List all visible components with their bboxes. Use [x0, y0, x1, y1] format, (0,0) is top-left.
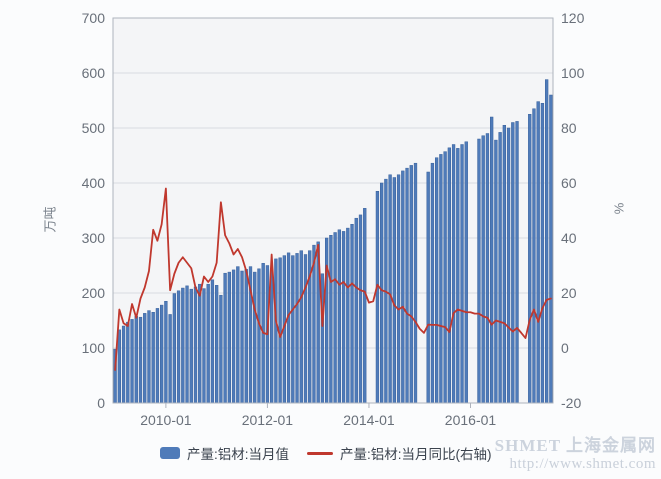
svg-text:500: 500: [82, 120, 106, 136]
right-axis-labels: -20 0 20 40 60 80 100 120: [561, 10, 585, 411]
bar-series: [113, 79, 553, 404]
legend-label-yoy: 产量:铝材:当月同比(右轴): [340, 447, 492, 462]
legend-label-monthly-value: 产量:铝材:当月值: [187, 447, 290, 462]
svg-text:100: 100: [82, 340, 106, 356]
right-axis-title: %: [611, 202, 627, 215]
svg-text:80: 80: [561, 120, 577, 136]
svg-text:2012-01: 2012-01: [242, 412, 294, 428]
svg-text:2010-01: 2010-01: [140, 412, 192, 428]
bar-series-swatch-icon: [160, 447, 180, 459]
line-series-swatch-icon: [307, 451, 334, 455]
left-axis-title: 万吨: [42, 206, 58, 233]
svg-text:40: 40: [561, 230, 577, 246]
svg-text:2016-01: 2016-01: [445, 412, 497, 428]
legend-item-monthly-value: 产量:铝材:当月值: [160, 443, 289, 463]
svg-text:20: 20: [561, 285, 577, 301]
svg-text:100: 100: [561, 65, 585, 81]
plot-border: [112, 17, 554, 404]
left-axis-labels: 0 100 200 300 400 500 600 700: [82, 10, 106, 411]
chart-legend: 产量:铝材:当月值 产量:铝材:当月同比(右轴): [160, 443, 492, 463]
x-axis-labels: 2010-01 2012-01 2014-01 2016-01: [140, 403, 496, 428]
svg-text:2014-01: 2014-01: [343, 412, 395, 428]
svg-text:60: 60: [561, 175, 577, 191]
svg-text:400: 400: [82, 175, 106, 191]
svg-text:0: 0: [561, 340, 569, 356]
svg-text:200: 200: [82, 285, 106, 301]
svg-text:-20: -20: [561, 395, 581, 411]
svg-text:300: 300: [82, 230, 106, 246]
legend-item-yoy: 产量:铝材:当月同比(右轴): [307, 443, 492, 463]
yoy-line-series: [114, 187, 552, 371]
svg-text:0: 0: [97, 395, 105, 411]
svg-text:600: 600: [82, 65, 106, 81]
svg-text:700: 700: [82, 10, 106, 26]
svg-text:120: 120: [561, 10, 585, 26]
